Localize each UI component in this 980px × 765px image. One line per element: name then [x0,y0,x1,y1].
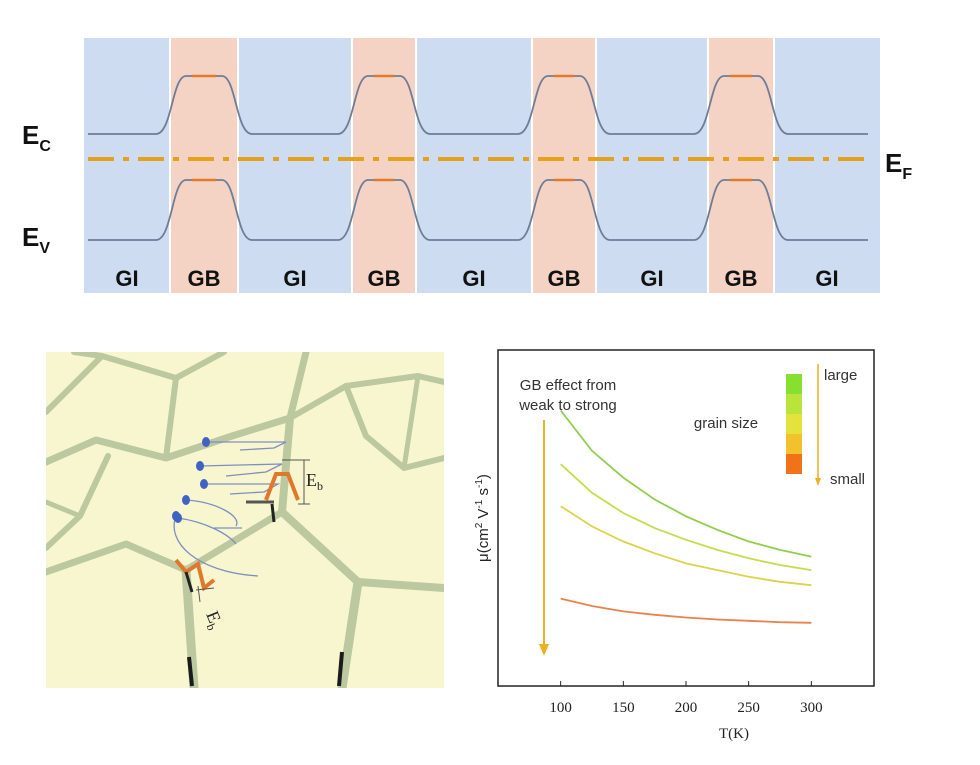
x-tick-label: 100 [549,700,572,716]
series-line [560,505,812,587]
grain-background [46,352,444,688]
region-label: GB [368,266,401,291]
grain-size-color-scale [786,374,802,474]
energy-barrier [174,558,216,592]
x-axis-label: T(K) [719,726,749,742]
region-label: GB [548,266,581,291]
grain-interior-region [84,38,170,293]
series-line [559,409,812,558]
grain-size-arrow-head [815,478,821,486]
color-scale-swatch [786,374,802,394]
carrier-trajectory [208,441,287,451]
carrier-trajectory [185,499,238,527]
mobility-chart: 100 150 200 250 300 T(K) μ(cm2 V-1 s-1) GB e… [470,340,910,760]
grain-boundary-schematic: Eb Eb [42,348,448,693]
band-diagram: GI GB GI GB GI GB GI GB GI EC EV EF [0,0,980,320]
grain-schematic-svg: Eb Eb [42,348,448,693]
carriers [172,437,210,523]
band-diagram-svg: GI GB GI GB GI GB GI GB GI EC EV EF [22,38,912,293]
chart-series [559,409,812,624]
carrier-trajectory [173,515,259,577]
x-axis-ticks: 100 150 200 250 300 [549,681,823,716]
x-tick-label: 200 [675,700,698,716]
grain-boundary-region [170,38,238,293]
barrier-height-bracket [282,459,310,505]
color-scale-swatch [786,414,802,434]
series-line [560,463,812,571]
region-labels: GI GB GI GB GI GB GI GB GI [115,266,838,291]
grain-interior-region [774,38,880,293]
grain-edge-shadow [337,651,344,687]
region-label: GI [283,266,306,291]
region-label: GI [640,266,663,291]
carrier-trajectory [199,463,283,477]
barrier-stem [184,571,194,593]
charge-carrier [200,479,208,489]
y-axis-label: μ(cm2 V-1 s-1) [474,474,492,562]
ef-label: EF [885,148,912,183]
barrier-height-bracket [195,585,215,603]
color-scale-swatch [786,394,802,414]
grain-walls [42,348,448,693]
color-scale-swatch [786,454,802,474]
grain-interior-region [596,38,708,293]
region-label: GI [815,266,838,291]
charge-carrier [196,461,204,471]
charge-carrier [202,437,210,447]
grain-size-label: grain size [694,415,758,432]
region-label: GI [462,266,485,291]
series-line [560,597,812,624]
carrier-trajectory [177,517,237,545]
x-tick-label: 300 [800,700,823,716]
region-label: GB [188,266,221,291]
charge-carrier [182,495,190,505]
energy-barrier [264,472,300,501]
plot-frame [497,349,875,687]
x-tick-label: 250 [737,700,760,716]
carrier-trajectories [173,441,287,577]
x-tick-label: 150 [612,700,635,716]
eb-label: Eb [306,470,323,493]
grain-size-small-label: small [830,471,865,488]
charge-carrier [172,511,180,521]
grain-boundary-region [708,38,774,293]
region-label: GI [115,266,138,291]
grain-interior-region [238,38,352,293]
valence-band-edge [88,179,868,241]
ec-label: EC [22,120,51,155]
barrier-stem [270,503,276,523]
mobility-chart-svg: 100 150 200 250 300 T(K) μ(cm2 V-1 s-1) GB e… [474,349,875,742]
conduction-band-edge [88,75,868,135]
grain-size-large-label: large [824,367,857,384]
gb-effect-text-line1: GB effect from [520,377,616,394]
grain-interior-region [416,38,532,293]
region-label: GB [725,266,758,291]
ev-label: EV [22,222,50,257]
color-scale-swatch [786,434,802,454]
grain-edge-shadow [187,656,194,687]
gb-effect-text-line2: weak to strong [518,397,617,414]
band-curves [88,74,868,241]
gb-effect-arrow-head [539,644,549,656]
